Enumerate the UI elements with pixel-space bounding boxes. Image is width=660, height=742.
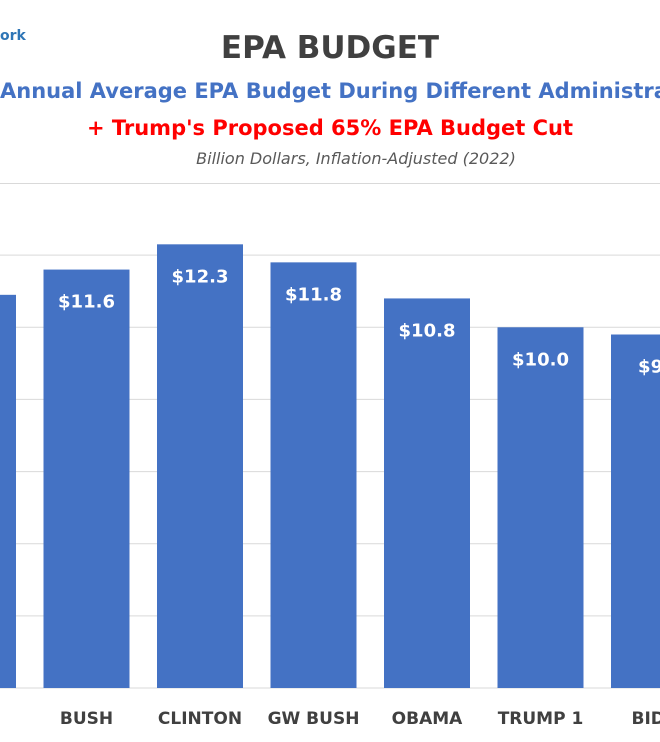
chart-subtitle: Annual Average EPA Budget During Differe… bbox=[0, 79, 660, 103]
bar bbox=[384, 298, 470, 688]
chart-units-note: Billion Dollars, Inflation-Adjusted (202… bbox=[196, 149, 516, 168]
x-tick-label: TRUMP 1 bbox=[498, 709, 584, 729]
x-tick-label: GW BUSH bbox=[268, 709, 360, 729]
bar bbox=[43, 269, 130, 688]
bar-data-label: $11.6 bbox=[58, 292, 115, 313]
bar bbox=[157, 244, 243, 689]
bar-data-label: $10.0 bbox=[512, 349, 569, 370]
x-tick-label: BUSH bbox=[60, 709, 113, 729]
bar-data-label: $10.8 bbox=[399, 320, 456, 341]
bar-data-label: $11.8 bbox=[285, 284, 342, 305]
x-tick-label: BIDE bbox=[631, 709, 660, 729]
bar bbox=[497, 327, 584, 688]
chart-subtitle-proposed-cut: + Trump's Proposed 65% EPA Budget Cut bbox=[86, 116, 574, 140]
bar bbox=[611, 334, 660, 688]
bar-data-label: $9. bbox=[638, 357, 660, 378]
chart-title: EPA BUDGET bbox=[220, 30, 440, 66]
brand-logo-text: ork bbox=[0, 28, 26, 44]
header-divider bbox=[0, 183, 660, 184]
bar bbox=[270, 262, 357, 688]
bar bbox=[0, 294, 16, 688]
x-tick-label: CLINTON bbox=[158, 709, 242, 729]
bar-data-label: $12.3 bbox=[172, 266, 229, 287]
x-tick-label: OBAMA bbox=[392, 709, 463, 729]
